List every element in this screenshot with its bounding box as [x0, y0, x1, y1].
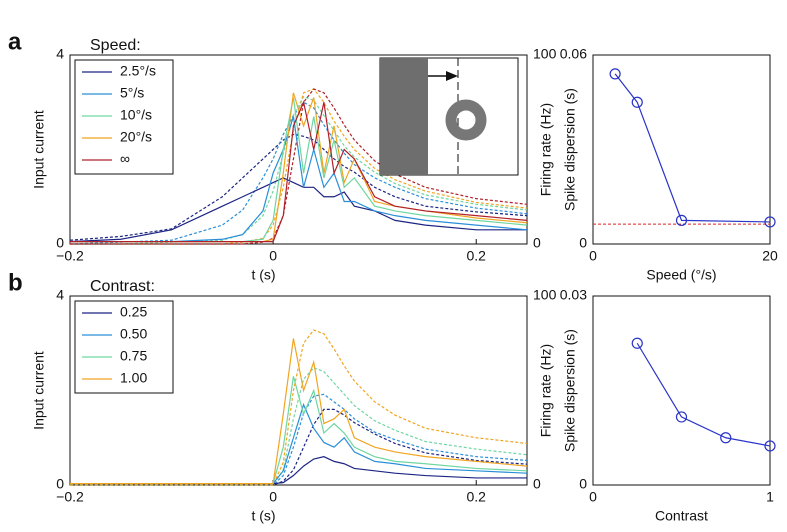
x-tick-label: −0.2	[56, 489, 84, 505]
rate-line	[70, 95, 528, 245]
rate-line	[69, 133, 528, 241]
y-tick-label: 0.06	[560, 46, 587, 62]
legend-label: 0.50	[120, 326, 147, 342]
marker	[631, 96, 643, 108]
current-line	[70, 338, 528, 485]
x-tick-label: 0	[269, 248, 277, 264]
y2-axis-label: Firing rate (Hz)	[538, 344, 554, 437]
current-line	[70, 116, 528, 243]
y-tick-label: 0	[56, 476, 64, 492]
x-tick-label: 0	[269, 489, 277, 505]
legend-label: 0.25	[120, 304, 147, 320]
y2-axis-label: Firing rate (Hz)	[538, 103, 554, 196]
legend-label: 2.5°/s	[120, 63, 156, 79]
x-tick-label: 0	[589, 489, 597, 505]
current-line	[69, 177, 527, 243]
y2-tick-label: 0	[533, 476, 541, 492]
plot-frame	[69, 295, 528, 486]
legend-box	[74, 300, 174, 394]
marker	[609, 68, 621, 80]
marker	[631, 337, 643, 349]
x-tick-label: 20	[762, 248, 778, 264]
legend-title: Speed:	[90, 37, 141, 54]
plot-frame	[592, 295, 771, 486]
plot-frame	[592, 54, 771, 245]
marker	[764, 216, 776, 228]
y-tick-label: 0	[56, 235, 64, 251]
x-axis-label: Contrast	[655, 508, 708, 524]
stimulus-inset	[379, 57, 519, 176]
legend-label: 20°/s	[120, 129, 152, 145]
x-tick-label: 1	[766, 489, 774, 505]
marker	[675, 411, 688, 423]
y-tick-label: 0	[579, 235, 587, 251]
y2-tick-label: 100	[533, 287, 557, 303]
legend-label: 0.75	[120, 348, 147, 364]
y-tick-label: 0.03	[560, 287, 587, 303]
y-tick-label: 4	[56, 287, 64, 303]
marker	[675, 214, 688, 226]
legend-label: ∞	[120, 151, 130, 167]
legend-label: 10°/s	[120, 107, 152, 123]
plot-frame	[69, 54, 528, 245]
x-axis-label: t (s)	[251, 267, 275, 283]
x-axis-label: Speed (°/s)	[646, 267, 716, 283]
y-axis-label: Spike dispersion (s)	[562, 329, 578, 452]
rate-line	[70, 329, 528, 486]
x-axis-label: t (s)	[251, 508, 275, 524]
legend-title: Contrast:	[90, 278, 155, 295]
y2-tick-label: 100	[533, 46, 557, 62]
marker	[720, 432, 732, 444]
y2-tick-label: 0	[533, 235, 541, 251]
current-line	[614, 73, 771, 223]
panel-label: a	[8, 28, 22, 55]
y-axis-label: Spike dispersion (s)	[562, 88, 578, 211]
x-tick-label: −0.2	[56, 248, 84, 264]
legend-label: 5°/s	[120, 85, 144, 101]
current-line	[636, 342, 771, 447]
y-tick-label: 0	[579, 476, 587, 492]
x-tick-label: 0.2	[466, 248, 486, 264]
y-axis-label: Input current	[31, 351, 47, 430]
x-tick-label: 0	[589, 248, 597, 264]
y-axis-label: Input current	[31, 110, 47, 189]
legend-box	[74, 59, 174, 175]
legend-label: 1.00	[120, 370, 147, 386]
x-tick-label: 0.2	[466, 489, 486, 505]
current-line	[70, 100, 528, 243]
marker	[764, 440, 776, 452]
current-line	[70, 402, 528, 485]
y-tick-label: 4	[56, 46, 64, 62]
panel-label: b	[8, 269, 23, 296]
